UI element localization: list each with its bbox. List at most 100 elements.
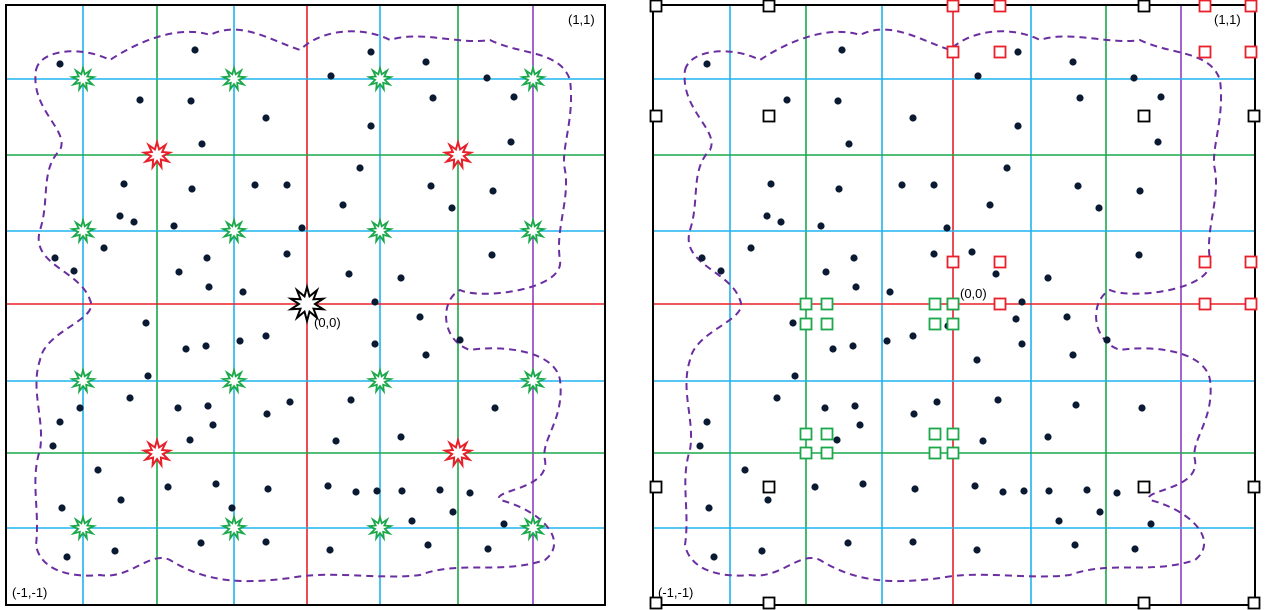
green-square-icon xyxy=(928,427,942,441)
left-panel: (1,1) (-1,-1) (0,0) xyxy=(5,4,606,606)
right-point-53 xyxy=(851,402,859,410)
left-point-46 xyxy=(456,336,464,344)
left-point-22 xyxy=(448,204,456,212)
left-point-24 xyxy=(130,218,138,226)
right-point-80 xyxy=(758,547,766,555)
right-point-79 xyxy=(710,553,718,561)
left-point-39 xyxy=(416,313,424,321)
black-square-icon xyxy=(649,109,663,123)
right-point-37 xyxy=(930,250,938,258)
left-point-21 xyxy=(489,187,497,195)
black-square-icon xyxy=(1137,480,1151,494)
right-point-2 xyxy=(974,72,982,80)
right-point-70 xyxy=(1020,487,1028,495)
right-point-58 xyxy=(1138,404,1146,412)
right-point-52 xyxy=(821,404,829,412)
left-point-36 xyxy=(205,283,213,291)
right-point-76 xyxy=(1096,508,1104,516)
left-point-68 xyxy=(324,482,332,490)
right-point-66 xyxy=(859,480,867,488)
left-point-51 xyxy=(174,404,182,412)
left-point-54 xyxy=(286,398,294,406)
right-point-41 xyxy=(789,319,797,327)
red-star-icon xyxy=(441,436,475,469)
green-star-icon xyxy=(219,216,249,245)
left-point-83 xyxy=(424,541,432,549)
left-point-67 xyxy=(264,485,272,493)
red-square-icon xyxy=(993,0,1007,13)
green-square-icon xyxy=(799,446,813,460)
left-point-11 xyxy=(367,122,375,130)
black-square-icon xyxy=(762,596,776,610)
right-point-82 xyxy=(973,546,981,554)
green-star-icon xyxy=(68,366,98,395)
green-star-icon xyxy=(518,64,548,93)
left-point-19 xyxy=(339,201,347,209)
left-point-12 xyxy=(198,140,206,148)
left-point-7 xyxy=(136,96,144,104)
left-point-65 xyxy=(117,496,125,504)
left-point-17 xyxy=(251,181,259,189)
right-point-1 xyxy=(703,60,711,68)
left-point-33 xyxy=(397,274,405,282)
right-corner-bottom-left: (-1,-1) xyxy=(658,585,693,600)
left-point-34 xyxy=(488,251,496,259)
right-point-20 xyxy=(1074,182,1082,190)
right-point-31 xyxy=(850,254,858,262)
left-point-28 xyxy=(51,254,59,262)
left-point-15 xyxy=(120,180,128,188)
black-square-icon xyxy=(762,109,776,123)
left-point-6 xyxy=(510,93,518,101)
left-point-3 xyxy=(367,48,375,56)
right-point-59 xyxy=(979,437,987,445)
right-point-48 xyxy=(1069,351,1077,359)
right-point-69 xyxy=(999,488,1007,496)
red-square-icon xyxy=(993,255,1007,269)
green-square-icon xyxy=(928,297,942,311)
red-square-icon xyxy=(1244,297,1258,311)
right-point-26 xyxy=(943,224,951,232)
left-point-38 xyxy=(371,298,379,306)
left-point-44 xyxy=(262,332,270,340)
left-points xyxy=(49,46,518,561)
right-point-81 xyxy=(909,538,917,546)
black-square-icon xyxy=(1247,596,1261,610)
left-corner-top-right: (1,1) xyxy=(568,12,595,27)
right-point-6 xyxy=(1157,93,1165,101)
black-square-icon xyxy=(1247,109,1261,123)
green-square-icon xyxy=(946,446,960,460)
red-square-icon xyxy=(946,0,960,13)
right-point-42 xyxy=(883,337,891,345)
black-square-icon xyxy=(762,480,776,494)
left-point-1 xyxy=(56,60,64,68)
left-point-57 xyxy=(491,404,499,412)
left-frame xyxy=(5,4,606,606)
left-point-77 xyxy=(500,520,508,528)
black-square-icon xyxy=(1137,0,1151,13)
left-point-74 xyxy=(58,504,66,512)
right-point-7 xyxy=(783,96,791,104)
red-square-icon xyxy=(1244,255,1258,269)
green-star-icon xyxy=(68,513,98,542)
right-point-61 xyxy=(856,421,864,429)
right-point-17 xyxy=(898,181,906,189)
left-point-35 xyxy=(239,288,247,296)
red-square-icon xyxy=(1198,0,1212,13)
left-point-18 xyxy=(283,181,291,189)
left-point-9 xyxy=(262,114,270,122)
green-square-icon xyxy=(799,297,813,311)
left-point-14 xyxy=(356,164,364,172)
right-point-77 xyxy=(1147,520,1155,528)
left-point-52 xyxy=(204,402,212,410)
red-square-icon xyxy=(1244,45,1258,59)
right-points xyxy=(696,46,1165,561)
red-square-icon xyxy=(1198,297,1212,311)
black-square-icon xyxy=(1137,109,1151,123)
right-point-4 xyxy=(1069,58,1077,66)
left-point-48 xyxy=(144,372,152,380)
right-point-86 xyxy=(973,356,981,364)
left-point-37 xyxy=(283,250,291,258)
green-square-icon xyxy=(946,297,960,311)
left-point-81 xyxy=(262,538,270,546)
right-point-63 xyxy=(741,466,749,474)
